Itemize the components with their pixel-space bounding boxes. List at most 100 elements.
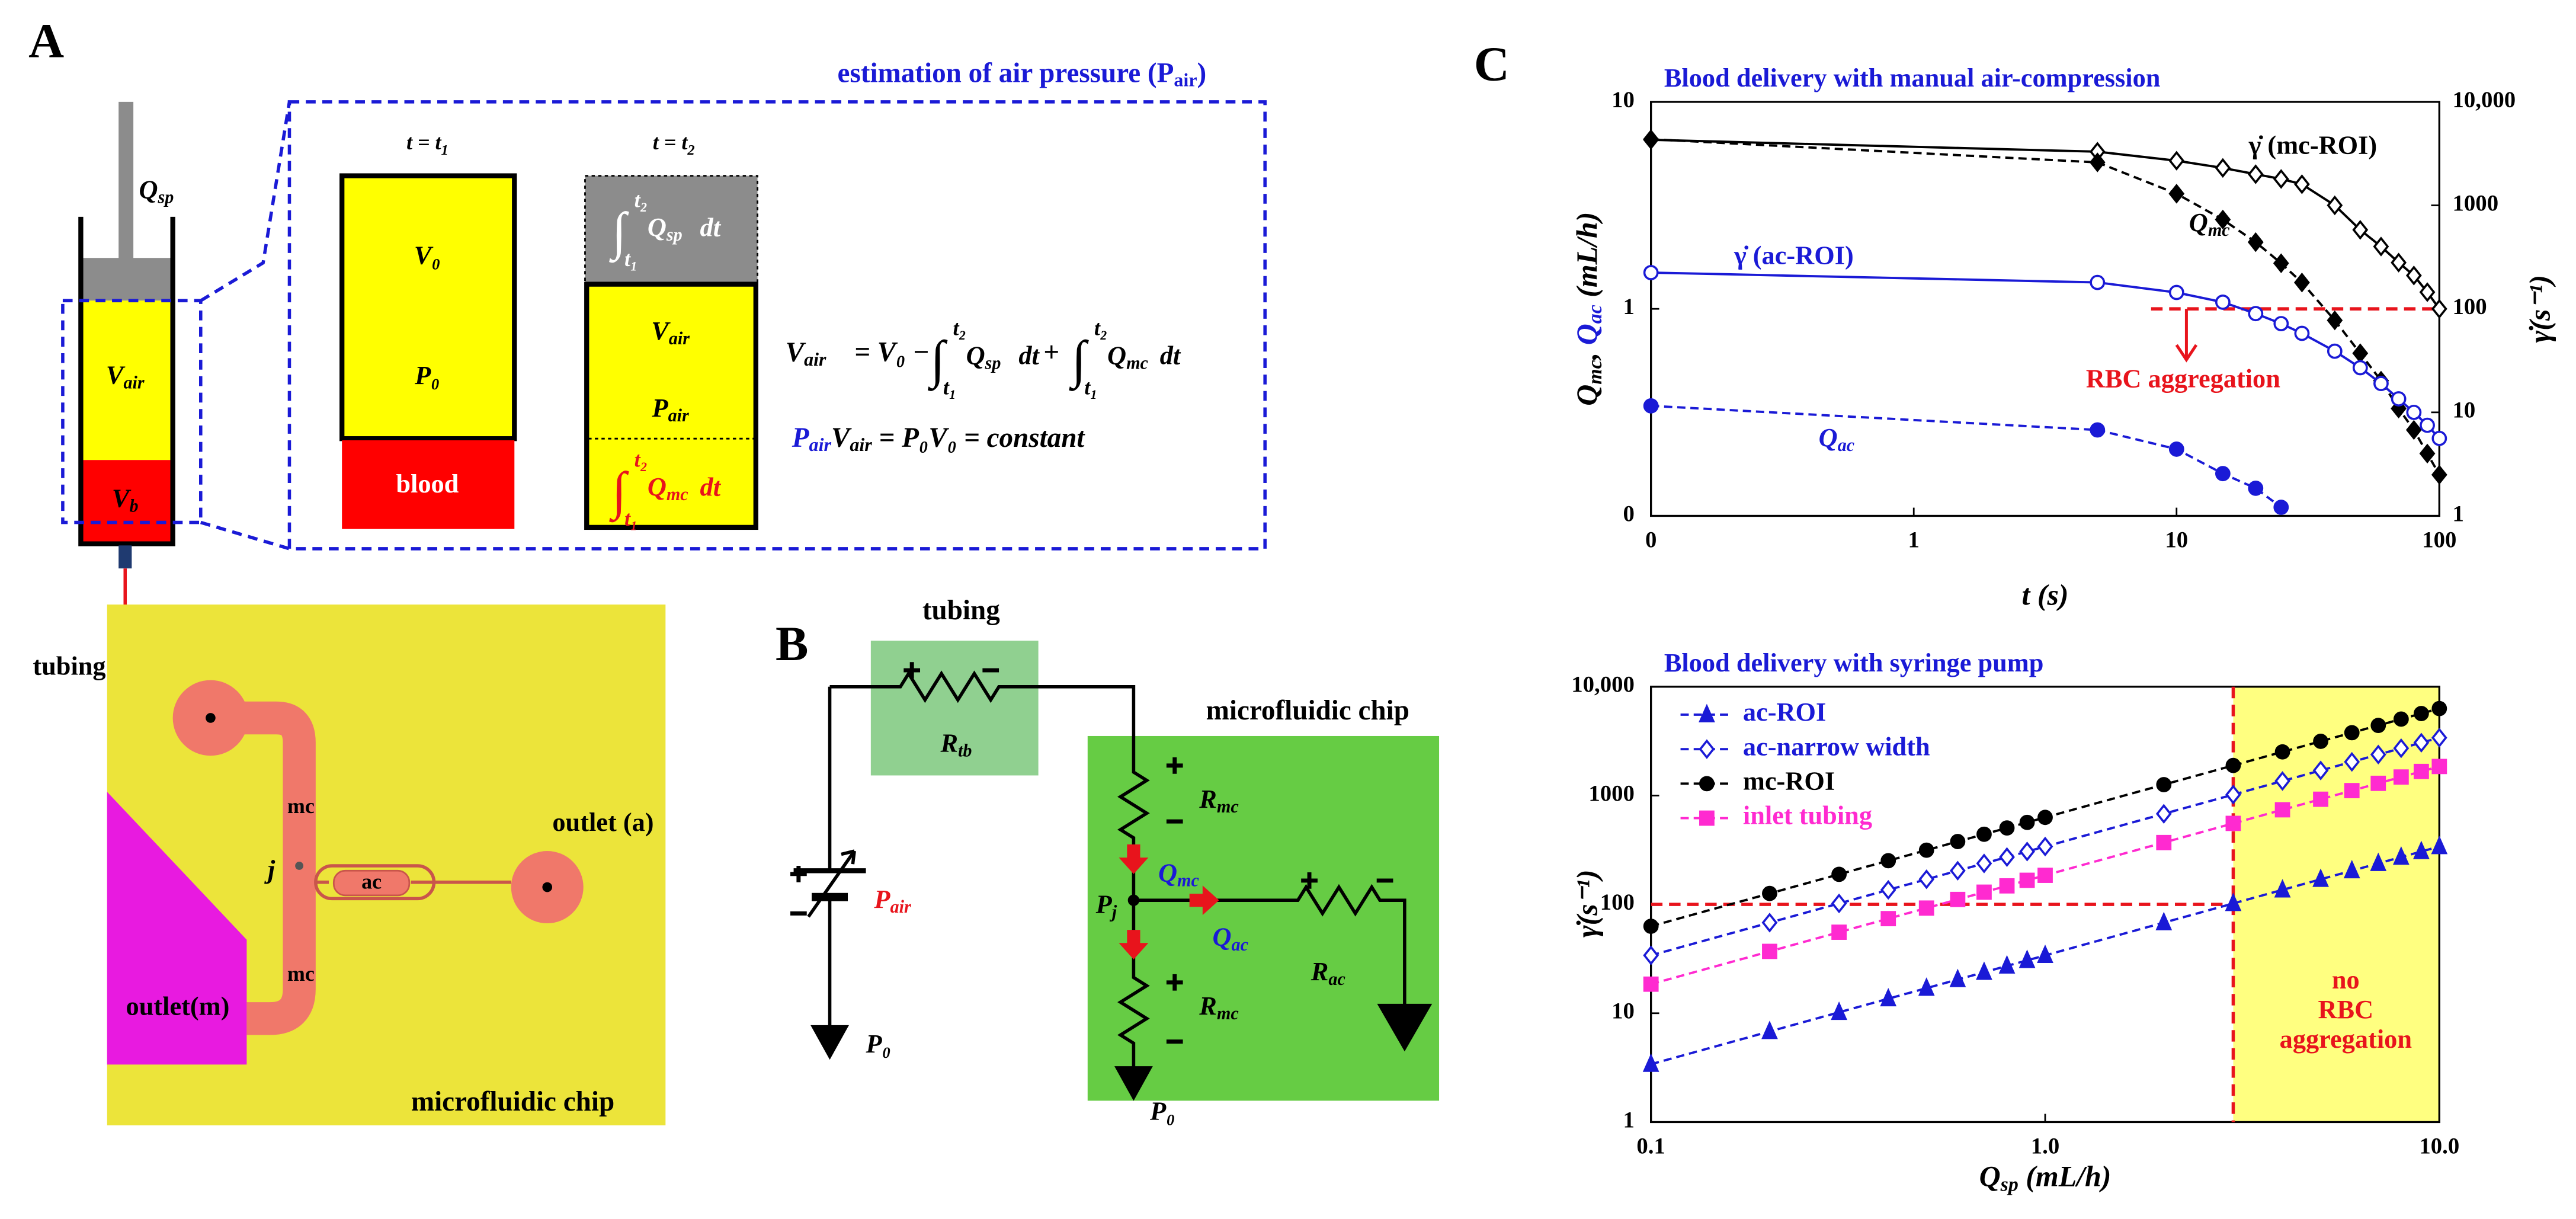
x-axis-label: Qsp (mL/h) <box>1979 1160 2112 1195</box>
marker <box>1950 891 1966 907</box>
y2-tick-label: 1 <box>2453 501 2464 526</box>
annotation: RBC <box>2318 994 2374 1024</box>
label: P₀ <box>866 1029 892 1058</box>
integral-sign: ∫ <box>1069 331 1089 391</box>
marker <box>1976 884 1992 900</box>
y2-tick-label: 10 <box>2453 398 2476 423</box>
integral-limit: t₁ <box>943 375 957 399</box>
label-part: P <box>873 884 890 914</box>
label: Pair <box>873 884 911 917</box>
outlet-m <box>107 792 247 1065</box>
barrel <box>78 216 175 546</box>
marker <box>2090 422 2106 438</box>
marker <box>1831 924 1847 940</box>
label-part: Q <box>2189 207 2208 237</box>
marker <box>2312 760 2329 780</box>
marker <box>1950 860 1966 881</box>
label-part: ac <box>1838 435 1854 455</box>
label-part: R <box>1311 956 1329 986</box>
marker <box>1699 703 1715 722</box>
series-line <box>1651 404 2282 508</box>
chart-title: Blood delivery with manual air-compressi… <box>1664 63 2161 92</box>
marker <box>2391 252 2407 273</box>
marker <box>2274 879 2291 898</box>
label: estimation of air pressure (Pair) <box>838 57 1207 91</box>
label: Pj <box>1095 889 1117 922</box>
label: Vb <box>112 484 139 516</box>
marker <box>2019 814 2035 830</box>
main-channel <box>210 701 316 1035</box>
label-part: Q <box>1212 922 1231 952</box>
marker <box>2273 169 2289 189</box>
marker <box>2273 500 2289 515</box>
marker <box>1643 976 1659 992</box>
marker <box>2413 732 2430 753</box>
marker <box>1831 866 1847 882</box>
marker <box>2019 842 2035 862</box>
integral-limit: t₂ <box>953 316 966 340</box>
marker <box>2370 852 2387 871</box>
blood-volume <box>82 460 171 542</box>
label-part: mc <box>1584 360 1606 384</box>
integral-sign: ∫ <box>928 331 948 391</box>
label-part: ac <box>1328 969 1345 989</box>
label: Vair <box>106 360 145 393</box>
zoom-lines <box>200 101 291 551</box>
marker <box>2431 465 2447 485</box>
series-label: γ̇ (ac-ROI) <box>1734 240 1854 270</box>
label: + <box>1043 337 1059 368</box>
polarity-signs <box>790 662 1393 1044</box>
label-part: ac <box>1584 305 1606 324</box>
marker <box>1831 893 1847 914</box>
plunger-rod <box>118 101 134 260</box>
label: ac <box>361 870 382 894</box>
legend-label: ac-narrow width <box>1743 731 1930 761</box>
label-part: Q <box>648 212 667 242</box>
marker <box>2327 343 2343 359</box>
legend-label: mc-ROI <box>1743 766 1835 796</box>
marker <box>1949 968 1966 987</box>
marker <box>1918 900 1934 916</box>
label-part: mc <box>667 484 688 504</box>
label-part: Q <box>966 341 985 370</box>
label-part: mc <box>1177 871 1199 891</box>
label: microfluidic chip <box>411 1086 614 1117</box>
label-part: b <box>130 496 139 516</box>
label-part: ac <box>1232 935 1248 955</box>
label: Vair <box>651 316 690 348</box>
marker <box>2370 718 2386 733</box>
label-part: V <box>831 423 852 453</box>
marker <box>1880 911 1896 927</box>
marker <box>2370 744 2386 765</box>
marker <box>2089 152 2106 172</box>
marker <box>1999 820 2015 836</box>
label-part: air <box>669 328 690 348</box>
label-part: j <box>1110 901 1117 922</box>
marker <box>2090 274 2106 290</box>
marker <box>2215 466 2231 482</box>
label-part: P <box>651 393 668 423</box>
marker <box>2168 151 2185 171</box>
integral-limit: t₂ <box>635 188 648 212</box>
integral-limit: t₁ <box>624 247 638 271</box>
label: Qac <box>1212 922 1248 955</box>
marker <box>1880 853 1896 869</box>
label-part: sp <box>666 225 683 245</box>
marker <box>1831 1001 1847 1020</box>
state-1-air <box>339 173 517 441</box>
marker <box>2327 195 2343 216</box>
y-tick-label: 100 <box>1600 890 1635 915</box>
label-part: P <box>792 423 810 453</box>
marker <box>2168 184 2185 204</box>
variable-arrow <box>807 849 856 918</box>
marker <box>2155 911 2173 930</box>
dot <box>542 882 553 892</box>
legend-label: inlet tubing <box>1743 801 1872 830</box>
y-axis-label: Qmc, Qac (mL/h) <box>1571 212 1606 406</box>
panel-label: B <box>776 616 808 671</box>
series-label: Qmc <box>2189 207 2230 240</box>
label-part: Q <box>1819 423 1838 452</box>
marker <box>1999 878 2015 894</box>
integral-sign: ∫ <box>609 203 629 263</box>
annotation: aggregation <box>2280 1024 2412 1054</box>
